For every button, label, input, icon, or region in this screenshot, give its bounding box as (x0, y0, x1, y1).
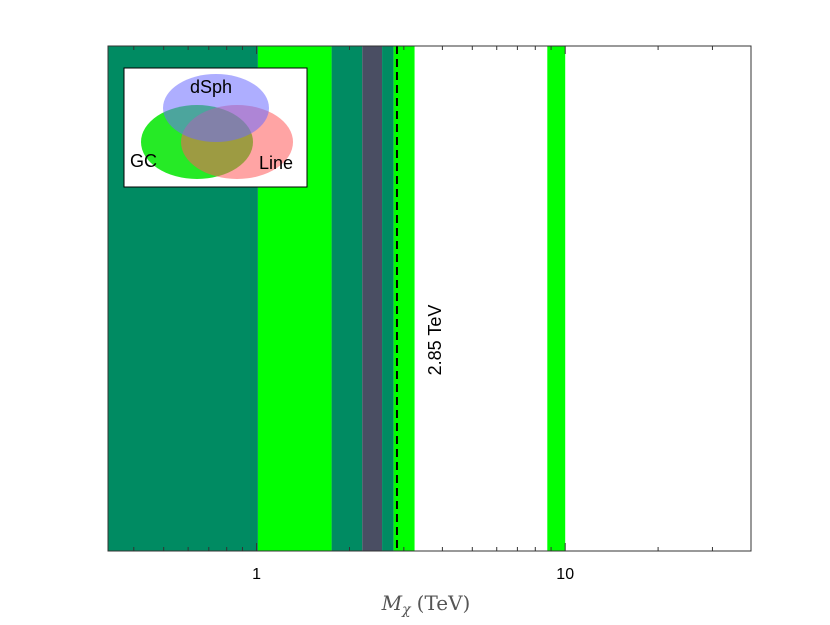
venn-dsph-label: dSph (190, 77, 232, 97)
ticks-layer (133, 46, 752, 551)
band-5 (393, 46, 415, 551)
axes-frame (107, 45, 752, 552)
tick-labels-layer: 1 10 (252, 566, 574, 583)
x-axis-label-main: M (381, 591, 403, 615)
vline-label: 2.85 TeV (425, 305, 445, 376)
svg-text:Mχ(TeV): Mχ (TeV) (381, 591, 471, 618)
band-2 (331, 46, 363, 551)
x-tick-label-1: 10 (556, 566, 574, 583)
venn-legend: dSph GC Line (123, 67, 308, 188)
band-3 (362, 46, 383, 551)
x-axis-label: Mχ (TeV) (381, 591, 471, 618)
x-tick-label-0: 1 (252, 566, 261, 583)
band-6 (547, 46, 566, 551)
x-axis-label-unit: (TeV) (417, 591, 471, 615)
x-axis-label-sub: χ (401, 602, 412, 618)
band-4 (382, 46, 394, 551)
venn-dsph-circle (163, 74, 269, 142)
venn-line-label: Line (259, 153, 293, 173)
venn-gc-label: GC (130, 151, 157, 171)
